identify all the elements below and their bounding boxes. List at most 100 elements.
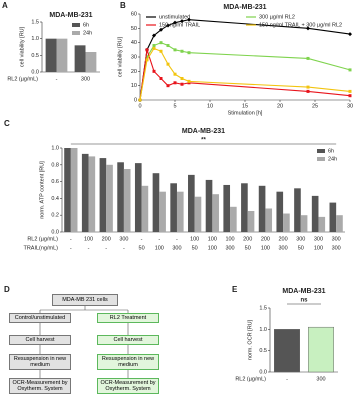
y-tick-label: 1.0 <box>51 145 59 151</box>
flow-step: RL2 Treatment <box>97 313 159 323</box>
x-tick-label: - <box>70 236 72 242</box>
y-tick-label: 0.0 <box>31 69 39 75</box>
bar <box>141 185 149 232</box>
y-tick-label: 1.5 <box>31 19 39 25</box>
x-axis-label: Stimulation [h] <box>228 110 263 116</box>
point <box>159 77 163 80</box>
x-tick-label: 100 <box>208 245 217 251</box>
bar <box>56 38 68 72</box>
point <box>152 44 156 48</box>
point <box>180 49 184 53</box>
x-tick-label: 300 <box>314 236 323 242</box>
flow-step: OCR-Measurement by Oxytherm. System <box>9 378 71 394</box>
bar <box>123 169 131 232</box>
x-tick-label: 300 <box>296 236 305 242</box>
bar <box>230 206 237 232</box>
bar <box>283 213 290 232</box>
y-tick-label: 0.2 <box>51 213 59 219</box>
bar <box>247 211 255 232</box>
x-tick-label: 200 <box>243 236 252 242</box>
bar <box>318 216 326 232</box>
point <box>306 56 310 60</box>
panel-letter: B <box>120 1 126 10</box>
y-axis-label: norm. ATP content [RU] <box>39 161 45 219</box>
point <box>306 89 310 93</box>
x-tick-label: 300 <box>81 76 90 82</box>
point <box>159 49 163 53</box>
bar <box>176 191 184 232</box>
point <box>348 89 352 93</box>
bar <box>329 202 337 232</box>
y-tick-label: 0.0 <box>51 229 59 235</box>
bar <box>265 208 273 232</box>
x-tick-label: - <box>158 236 160 242</box>
point <box>152 69 156 73</box>
bar <box>294 188 301 232</box>
point <box>173 20 177 25</box>
point <box>166 23 170 28</box>
point <box>152 33 156 38</box>
y-tick-label: 30 <box>131 54 137 60</box>
y-tick-label: 50 <box>131 26 137 32</box>
x-tick-label: - <box>88 245 90 251</box>
bar <box>276 191 284 232</box>
flow-step: OCR-Measurement by Oxytherm. System <box>97 378 159 394</box>
x-tick-label: 5 <box>173 103 176 109</box>
legend-swatch <box>317 149 325 153</box>
point <box>348 68 352 72</box>
bar <box>106 164 113 232</box>
x-tick-label: 300 <box>172 245 181 251</box>
point <box>173 72 177 76</box>
bar <box>308 326 334 373</box>
series-line <box>139 42 351 101</box>
x-tick-label: - <box>56 76 58 82</box>
point <box>159 41 163 45</box>
x-tick-label: 100 <box>225 236 234 242</box>
bar <box>212 194 219 232</box>
legend-label: 6h <box>83 22 89 28</box>
significance-label: ** <box>201 138 206 144</box>
panel-letter: C <box>4 119 10 128</box>
x-tick-label: - <box>105 245 107 251</box>
panel-letter: D <box>4 285 10 294</box>
bar <box>88 156 96 232</box>
x-row-label: RL2 (µg/mL) <box>7 76 38 82</box>
x-tick-label: - <box>141 236 143 242</box>
point <box>187 79 191 83</box>
point <box>145 58 149 62</box>
bar <box>300 215 308 232</box>
bar <box>117 162 124 232</box>
x-tick-label: 100 <box>155 245 164 251</box>
x-tick-label: 25 <box>312 103 318 109</box>
legend-label: 6h <box>328 148 334 154</box>
point <box>173 81 177 85</box>
x-tick-label: 300 <box>279 245 288 251</box>
y-tick-label: 1.0 <box>31 36 39 42</box>
y-tick-label: 1.5 <box>259 305 267 311</box>
x-tick-label: 200 <box>279 236 288 242</box>
x-tick-label: 50 <box>139 245 145 251</box>
x-tick-label: - <box>286 376 288 382</box>
x-tick-label: 100 <box>314 245 323 251</box>
x-tick-label: - <box>176 236 178 242</box>
bar <box>74 45 86 72</box>
point <box>187 51 191 55</box>
bar <box>188 174 195 232</box>
legend-label: unstimulated <box>159 14 190 20</box>
x-row-label: TRAIL(ng/mL) <box>23 245 58 251</box>
x-tick-label: 0 <box>138 103 141 109</box>
x-tick-label: 100 <box>190 236 199 242</box>
y-tick-label: 20 <box>131 69 137 75</box>
point <box>166 62 170 66</box>
x-tick-label: 30 <box>347 103 353 109</box>
series-line <box>139 49 351 101</box>
bar <box>311 195 319 232</box>
legend-label: 150 ng/ml TRAIL <box>159 22 200 28</box>
point <box>348 94 352 98</box>
legend-label: 24h <box>83 30 92 36</box>
point <box>348 32 352 37</box>
point <box>306 26 310 31</box>
x-tick-label: - <box>123 245 125 251</box>
point <box>145 55 149 59</box>
